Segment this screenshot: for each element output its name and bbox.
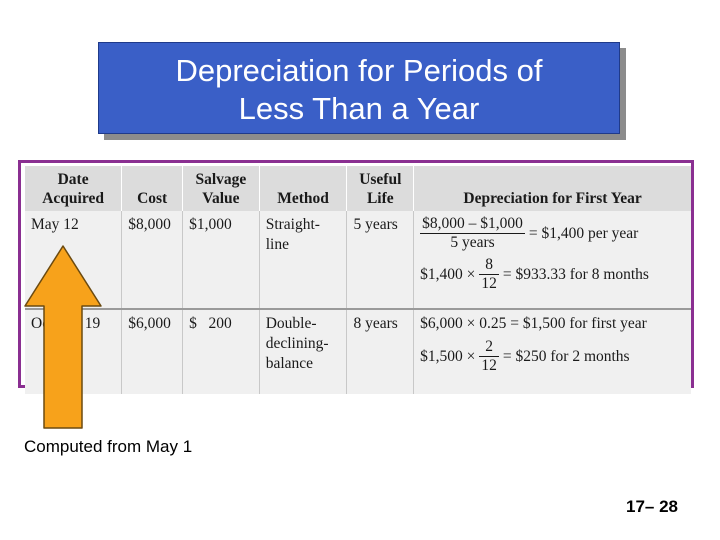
calc-line-2: $1,400 × 8 12 = $933.33 for 8 months [420,256,687,293]
fraction-numerator: 8 [479,256,499,275]
method-line-1: Double- [265,315,317,332]
header-life-line-1: Useful [359,170,402,188]
method-line-2: declining- [265,335,329,352]
fraction: $8,000 – $1,000 5 years [420,215,525,252]
header-cost-label: Cost [137,190,168,207]
header-life-line-2: Life [366,189,394,207]
calc-result: = $250 for 2 months [502,347,630,365]
calc-text: $6,000 × 0.25 = $1,500 for first year [420,315,647,332]
header-date-line-1: Date [57,170,89,188]
fraction-denominator: 5 years [450,234,495,251]
fraction: 8 12 [479,256,499,293]
page-number: 17– 28 [626,497,678,516]
fraction-numerator: 2 [479,338,499,357]
method-line-3: balance [265,355,314,372]
table-row: October 19 $6,000 $ 200 Double- declinin… [25,309,691,394]
fraction-numerator: $8,000 – $1,000 [420,215,525,234]
cell-depreciation: $6,000 × 0.25 = $1,500 for first year $1… [413,309,691,394]
title-line-2: Less Than a Year [238,91,480,126]
arrow-shape [24,245,102,429]
table-row: May 12 $8,000 $1,000 Straight- line 5 ye… [25,211,691,310]
up-arrow-icon [24,245,102,429]
cell-method: Straight- line [259,211,348,310]
fraction-denominator: 12 [481,275,497,292]
header-salvage-line-1: Salvage [195,170,247,188]
cell-salvage: $ 200 [182,309,260,394]
method-line-1: Straight- [265,216,320,233]
cell-salvage: $1,000 [182,211,260,310]
calc-line-2: $1,500 × 2 12 = $250 for 2 months [420,338,687,375]
calc-line-1: $8,000 – $1,000 5 years = $1,400 per yea… [420,215,687,252]
cell-life: 5 years [346,211,415,310]
header-depreciation-label: Depreciation for First Year [463,190,642,207]
cell-depreciation: $8,000 – $1,000 5 years = $1,400 per yea… [413,211,691,310]
depreciation-table-frame: Date Acquired Cost Salvage Value Method … [18,160,694,394]
cell-cost: $8,000 [121,211,184,310]
depreciation-table: Date Acquired Cost Salvage Value Method … [25,166,691,394]
method-line-2: line [265,236,289,253]
cell-method: Double- declining- balance [259,309,348,394]
header-depreciation: Depreciation for First Year [413,166,691,211]
fraction-denominator: 12 [481,357,497,374]
header-date-line-2: Acquired [42,189,104,207]
calc-prefix: $1,400 × [420,265,476,283]
calc-prefix: $1,500 × [420,347,476,365]
title-line-1: Depreciation for Periods of [175,53,543,88]
cell-cost: $6,000 [121,309,184,394]
slide-title: Depreciation for Periods of Less Than a … [98,42,620,134]
calc-result: = $1,400 per year [528,224,639,242]
header-salvage-line-2: Value [202,189,240,207]
calc-result: = $933.33 for 8 months [502,265,649,283]
fraction: 2 12 [479,338,499,375]
arrow-caption: Computed from May 1 [24,437,193,456]
header-cost: Cost [121,166,184,211]
table-header-row: Date Acquired Cost Salvage Value Method … [25,166,691,211]
cell-life: 8 years [346,309,415,394]
calc-line-1: $6,000 × 0.25 = $1,500 for first year [420,314,687,334]
header-date: Date Acquired [25,166,123,211]
header-method: Method [259,166,348,211]
header-method-label: Method [277,190,329,207]
header-life: Useful Life [346,166,415,211]
header-salvage: Salvage Value [182,166,260,211]
